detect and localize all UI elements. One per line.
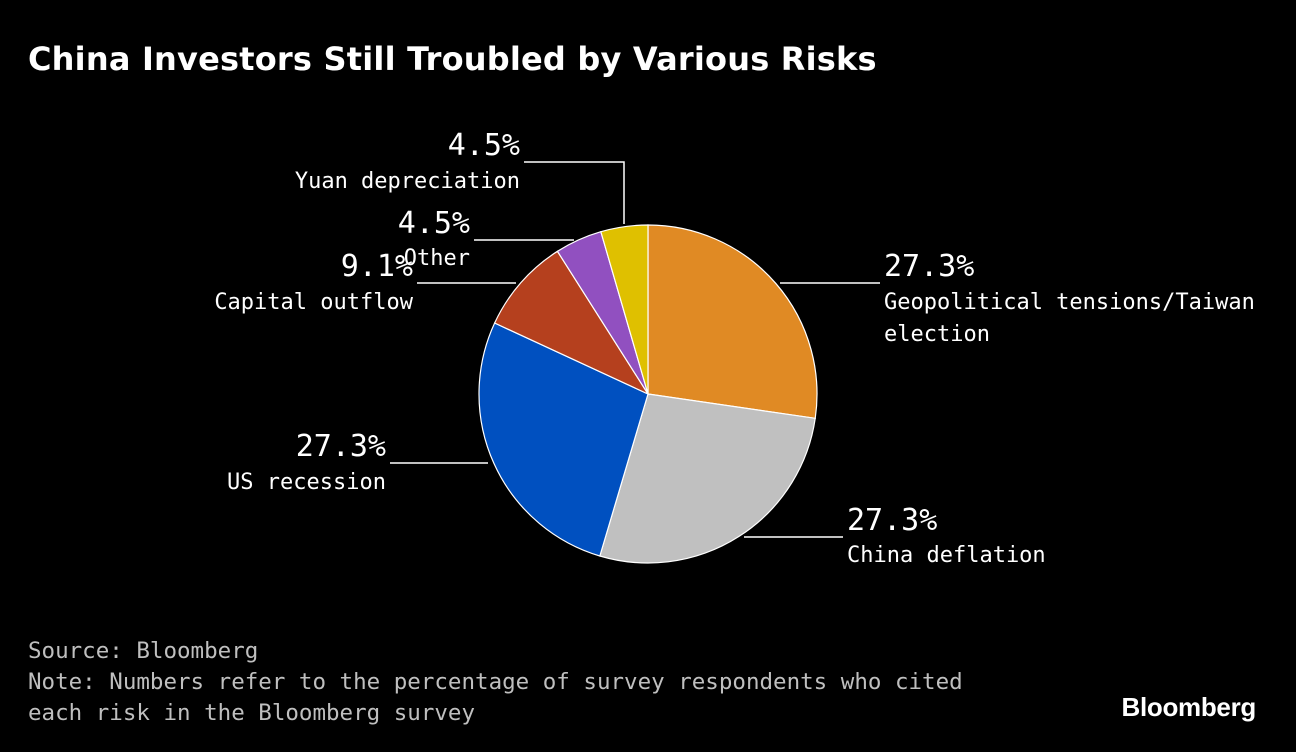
slice-value-label-1: 27.3%: [847, 503, 937, 538]
chart-title: China Investors Still Troubled by Variou…: [28, 40, 877, 78]
pie-slice-0: [647, 224, 818, 420]
bloomberg-logo: Bloomberg: [1121, 692, 1256, 722]
leader-lines: [390, 161, 880, 538]
pie-slice-3: [493, 250, 650, 396]
slice-value-label-4: 4.5%: [398, 206, 470, 241]
slice-value-label-3: 9.1%: [341, 249, 413, 284]
chart-footer: Source: Bloomberg Note: Numbers refer to…: [28, 636, 1008, 729]
slice-labels: 27.3% Geopolitical tensions/Taiwan electio…: [214, 128, 1255, 568]
slice-category-label-4-0: Other: [404, 246, 470, 271]
note-text: Note: Numbers refer to the percentage of…: [28, 669, 963, 726]
slice-value-label-0: 27.3%: [884, 249, 974, 284]
slice-category-label-0-1: election: [884, 322, 990, 347]
pie-slices: [478, 224, 818, 564]
slice-category-label-5-0: Yuan depreciation: [295, 169, 520, 194]
pie-slice-2: [478, 322, 649, 557]
source-text: Source: Bloomberg: [28, 638, 259, 664]
pie-slice-5: [600, 224, 649, 395]
slice-category-label-0-0: Geopolitical tensions/Taiwan: [884, 290, 1255, 315]
slice-value-label-5: 4.5%: [448, 128, 520, 163]
pie-slice-1: [599, 393, 816, 564]
slice-category-label-3-0: Capital outflow: [214, 290, 413, 315]
leader-line-5: [524, 161, 625, 224]
slice-value-label-2: 27.3%: [296, 429, 386, 464]
slice-category-label-2-0: US recession: [227, 470, 386, 495]
slice-category-label-1-0: China deflation: [847, 543, 1046, 568]
